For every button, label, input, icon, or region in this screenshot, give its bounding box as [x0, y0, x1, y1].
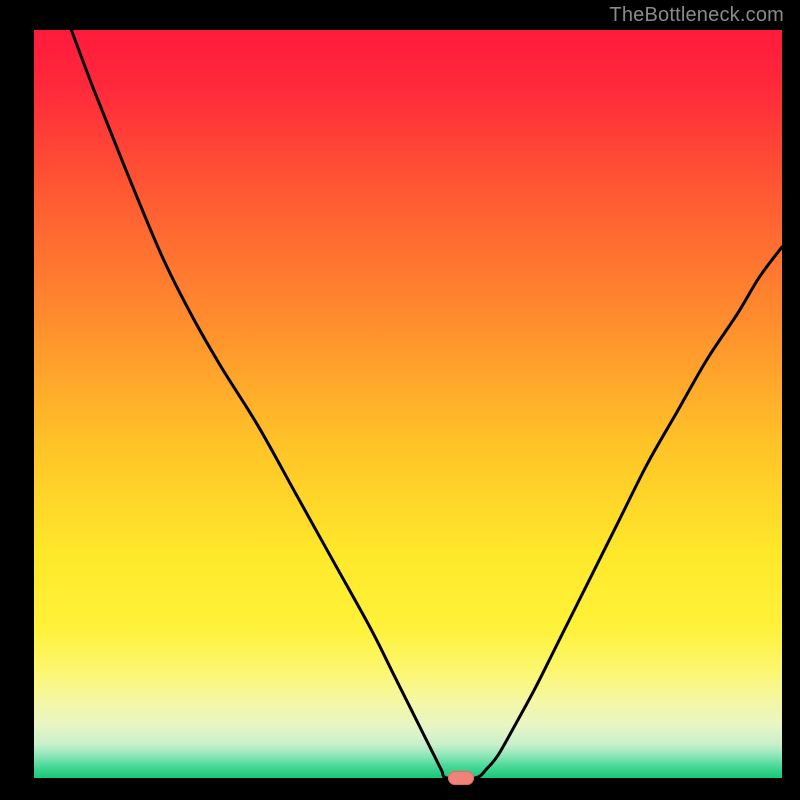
plot-area: [34, 30, 782, 778]
bottleneck-curve: [34, 30, 782, 778]
watermark-text: TheBottleneck.com: [609, 4, 784, 27]
chart-container: TheBottleneck.com: [0, 0, 800, 800]
minimum-marker: [448, 771, 474, 785]
curve-path: [71, 30, 782, 778]
